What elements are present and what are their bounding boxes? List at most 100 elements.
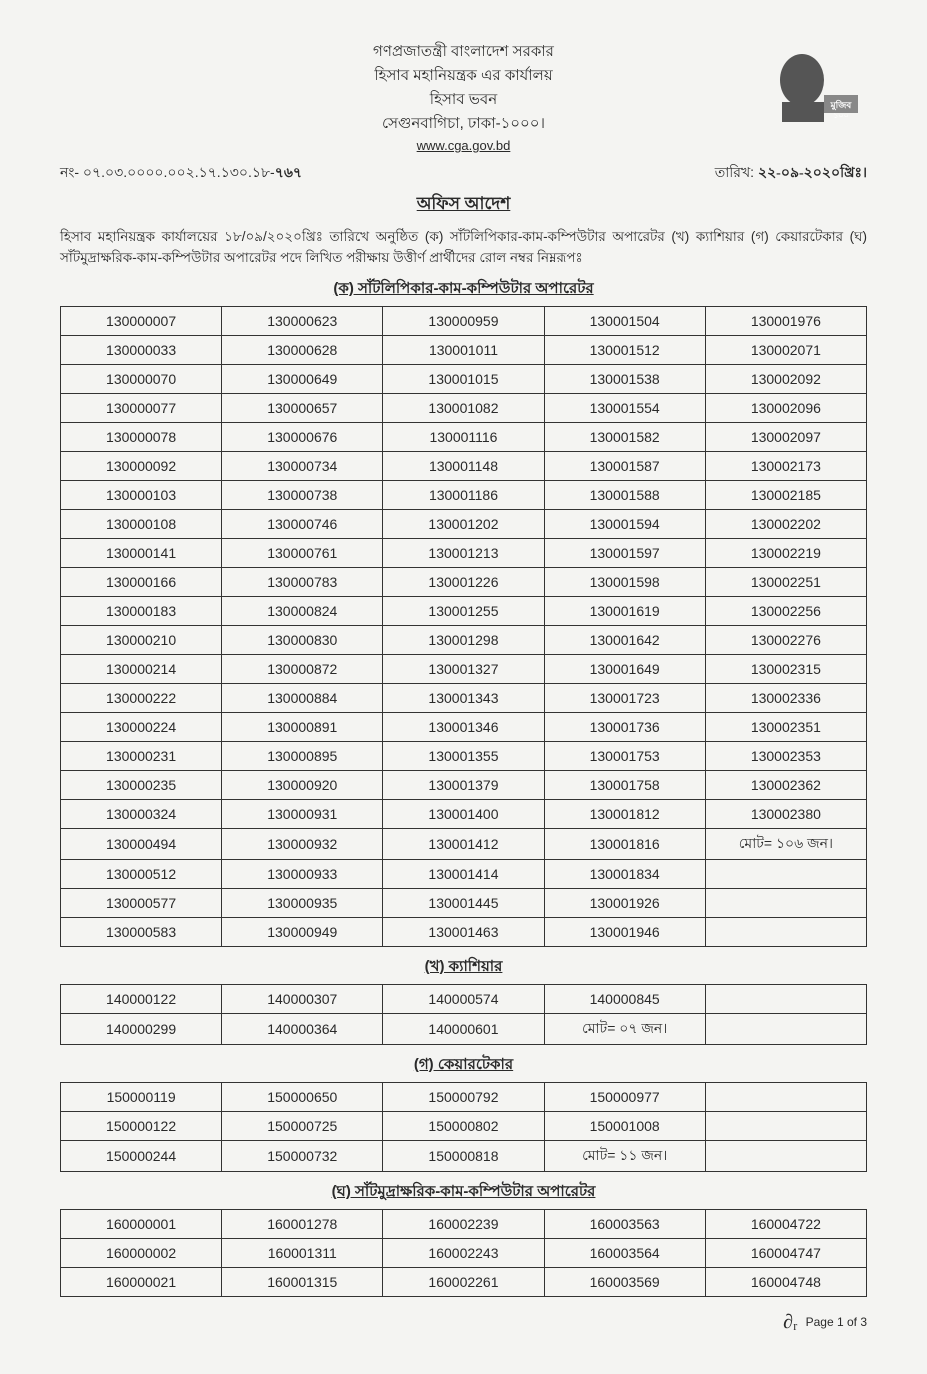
roll-cell: 130001619 bbox=[544, 596, 705, 625]
roll-cell bbox=[705, 1013, 866, 1044]
table-row: 1600000211600013151600022611600035691600… bbox=[61, 1267, 867, 1296]
table-row: 130000512130000933130001414130001834 bbox=[61, 859, 867, 888]
letterhead: গণপ্রজাতন্ত্রী বাংলাদেশ সরকার হিসাব মহান… bbox=[60, 40, 867, 157]
table-row: 1300001411300007611300012131300015971300… bbox=[61, 538, 867, 567]
roll-cell: 130001379 bbox=[383, 770, 544, 799]
roll-cell: 130000649 bbox=[222, 364, 383, 393]
table-row: 1300001831300008241300012551300016191300… bbox=[61, 596, 867, 625]
roll-cell: 130001723 bbox=[544, 683, 705, 712]
roll-cell: 130001327 bbox=[383, 654, 544, 683]
page-number: Page 1 of 3 bbox=[806, 1315, 867, 1329]
building-line: হিসাব ভবন bbox=[60, 88, 867, 112]
roll-cell: 130000830 bbox=[222, 625, 383, 654]
roll-cell: 160001278 bbox=[222, 1209, 383, 1238]
roll-cell: 150000122 bbox=[61, 1111, 222, 1140]
roll-cell: 160000002 bbox=[61, 1238, 222, 1267]
roll-cell: 160002243 bbox=[383, 1238, 544, 1267]
memo-label: নং- ০৭.০৩.০০০০.০০২.১৭.১৩০.১৮- bbox=[60, 164, 275, 180]
roll-cell: 130001834 bbox=[544, 859, 705, 888]
roll-cell bbox=[705, 1082, 866, 1111]
roll-cell: 130001414 bbox=[383, 859, 544, 888]
table-row: 150000122150000725150000802150001008 bbox=[61, 1111, 867, 1140]
signature-mark: ∂ᵣ bbox=[783, 1311, 797, 1334]
roll-cell: 130001812 bbox=[544, 799, 705, 828]
address-line: সেগুনবাগিচা, ঢাকা-১০০০। bbox=[60, 112, 867, 136]
roll-cell: 130000783 bbox=[222, 567, 383, 596]
roll-cell: 130002351 bbox=[705, 712, 866, 741]
roll-cell: 130000933 bbox=[222, 859, 383, 888]
roll-cell: 140000299 bbox=[61, 1013, 222, 1044]
table-row: 1300002141300008721300013271300016491300… bbox=[61, 654, 867, 683]
roll-cell: 130002219 bbox=[705, 538, 866, 567]
website-url: www.cga.gov.bd bbox=[60, 136, 867, 157]
roll-cell: 130000824 bbox=[222, 596, 383, 625]
roll-cell: 130001597 bbox=[544, 538, 705, 567]
roll-cell: 130000077 bbox=[61, 393, 222, 422]
roll-cell: 130000734 bbox=[222, 451, 383, 480]
table-row: 1600000021600013111600022431600035641600… bbox=[61, 1238, 867, 1267]
roll-cell: 130001926 bbox=[544, 888, 705, 917]
roll-cell: মোট= ১১ জন। bbox=[544, 1140, 705, 1171]
section-kha-title: (খ) ক্যাশিয়ার bbox=[60, 955, 867, 980]
roll-cell: 130000959 bbox=[383, 306, 544, 335]
table-row: 1300000701300006491300010151300015381300… bbox=[61, 364, 867, 393]
table-row: 1300001661300007831300012261300015981300… bbox=[61, 567, 867, 596]
roll-cell: 150001008 bbox=[544, 1111, 705, 1140]
roll-cell bbox=[705, 1111, 866, 1140]
roll-cell: 130002173 bbox=[705, 451, 866, 480]
roll-cell: 130001946 bbox=[544, 917, 705, 946]
roll-cell: 130001594 bbox=[544, 509, 705, 538]
table-row: 1300001081300007461300012021300015941300… bbox=[61, 509, 867, 538]
date-label: তারিখ: bbox=[715, 164, 754, 180]
roll-cell: 160004722 bbox=[705, 1209, 866, 1238]
roll-cell: 130000761 bbox=[222, 538, 383, 567]
roll-cell: 130000108 bbox=[61, 509, 222, 538]
roll-cell: 130001355 bbox=[383, 741, 544, 770]
roll-cell: 130001412 bbox=[383, 828, 544, 859]
roll-cell: 130000920 bbox=[222, 770, 383, 799]
roll-cell: 130000231 bbox=[61, 741, 222, 770]
date-block: তারিখ: ২২-০৯-২০২০খ্রিঃ। bbox=[715, 161, 867, 185]
roll-cell: 130001649 bbox=[544, 654, 705, 683]
roll-cell: 140000364 bbox=[222, 1013, 383, 1044]
roll-cell: 160004747 bbox=[705, 1238, 866, 1267]
roll-cell: 130001598 bbox=[544, 567, 705, 596]
roll-cell: 140000845 bbox=[544, 984, 705, 1013]
table-row: 1300000771300006571300010821300015541300… bbox=[61, 393, 867, 422]
roll-cell: 130001213 bbox=[383, 538, 544, 567]
roll-cell: 130000577 bbox=[61, 888, 222, 917]
roll-cell: 150000650 bbox=[222, 1082, 383, 1111]
roll-cell: 130002336 bbox=[705, 683, 866, 712]
table-row: 150000119150000650150000792150000977 bbox=[61, 1082, 867, 1111]
roll-cell: 130000092 bbox=[61, 451, 222, 480]
table-ka: 1300000071300006231300009591300015041300… bbox=[60, 306, 867, 947]
roll-cell: 130000949 bbox=[222, 917, 383, 946]
roll-cell: 130002092 bbox=[705, 364, 866, 393]
roll-cell: 130000746 bbox=[222, 509, 383, 538]
roll-cell: 140000307 bbox=[222, 984, 383, 1013]
reference-row: নং- ০৭.০৩.০০০০.০০২.১৭.১৩০.১৮-৭৬৭ তারিখ: … bbox=[60, 161, 867, 185]
roll-cell: 130001186 bbox=[383, 480, 544, 509]
roll-cell: 160001315 bbox=[222, 1267, 383, 1296]
roll-cell: 150000802 bbox=[383, 1111, 544, 1140]
roll-cell: 130000931 bbox=[222, 799, 383, 828]
roll-cell: 150000792 bbox=[383, 1082, 544, 1111]
roll-cell: 130000103 bbox=[61, 480, 222, 509]
roll-cell: 140000601 bbox=[383, 1013, 544, 1044]
roll-cell: 130001463 bbox=[383, 917, 544, 946]
roll-cell bbox=[705, 1140, 866, 1171]
table-row: 1600000011600012781600022391600035631600… bbox=[61, 1209, 867, 1238]
roll-cell: 130001226 bbox=[383, 567, 544, 596]
roll-cell: 130000935 bbox=[222, 888, 383, 917]
roll-cell: 130002276 bbox=[705, 625, 866, 654]
roll-cell: 130001202 bbox=[383, 509, 544, 538]
roll-cell: 140000574 bbox=[383, 984, 544, 1013]
roll-cell: 130001758 bbox=[544, 770, 705, 799]
roll-cell: 130000224 bbox=[61, 712, 222, 741]
roll-cell: 160002239 bbox=[383, 1209, 544, 1238]
mujib-logo: মুজিব ১০০ bbox=[757, 40, 867, 130]
roll-cell: 130002071 bbox=[705, 335, 866, 364]
roll-cell: 130000007 bbox=[61, 306, 222, 335]
roll-cell: 130001582 bbox=[544, 422, 705, 451]
section-ka-title: (ক) সাঁটলিপিকার-কাম-কম্পিউটার অপারেটর bbox=[60, 277, 867, 302]
